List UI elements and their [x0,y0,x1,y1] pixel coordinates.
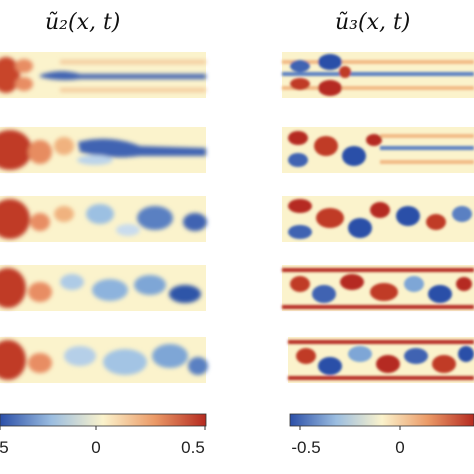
u2-snapshot-3 [0,196,207,242]
u2-snapshot-5 [0,337,208,383]
u3-snapshot-5 [288,337,474,383]
colorbar-right-tick-2: 0 [395,438,405,457]
u3-snapshot-1 [282,52,474,98]
colorbar-left [0,413,207,430]
colorbar-left-tick-1: 5 [0,438,9,457]
u2-snapshot-4 [0,265,206,311]
panel-2-title: ũ₃(x, t) [335,10,411,35]
colorbar-left-tick-2: 0 [91,438,101,457]
u3-snapshot-2 [282,127,474,173]
u2-snapshot-1 [0,52,206,98]
colorbar-left-tick-3: 0.5 [181,438,205,457]
colorbar-right-tick-1: -0.5 [291,438,321,457]
colorbar-right [289,413,474,430]
u3-snapshot-4 [282,265,474,311]
panel-1-title: ũ₂(x, t) [45,10,121,35]
u2-snapshot-2 [0,127,206,173]
u3-snapshot-3 [282,196,474,242]
